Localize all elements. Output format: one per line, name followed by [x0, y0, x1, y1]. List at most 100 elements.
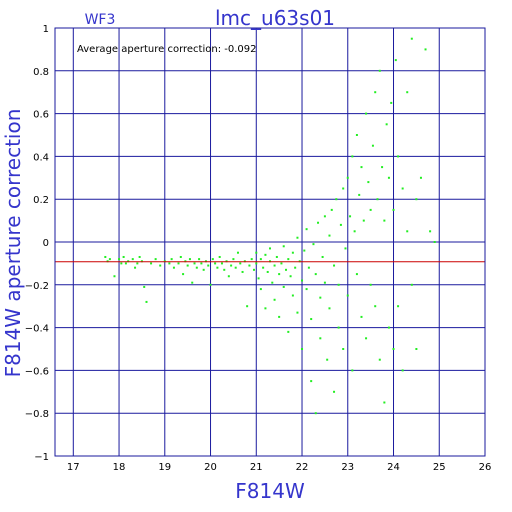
data-point	[319, 337, 322, 340]
data-point	[248, 264, 251, 267]
data-point	[362, 219, 365, 222]
data-point	[179, 255, 182, 258]
data-point	[387, 326, 390, 329]
data-point	[131, 258, 134, 261]
data-point	[218, 255, 221, 258]
data-point	[182, 273, 185, 276]
data-point	[369, 208, 372, 211]
x-tick-label: 21	[250, 462, 263, 473]
x-tick-label: 17	[67, 462, 80, 473]
data-point	[360, 315, 363, 318]
x-axis-label: F814W	[235, 479, 305, 503]
data-point	[234, 266, 237, 269]
data-point	[145, 300, 148, 303]
data-point	[269, 247, 271, 250]
x-tick-labels: 17 18 19 20 21 22 23 24 25 26	[67, 462, 491, 473]
data-point	[150, 262, 153, 265]
data-point	[124, 262, 127, 265]
data-point	[419, 176, 422, 179]
data-point	[239, 262, 242, 265]
data-point	[387, 176, 390, 179]
data-point	[367, 181, 370, 184]
y-tick-label: −0.8	[25, 409, 49, 420]
data-point	[122, 255, 125, 258]
data-point	[143, 285, 146, 288]
data-point	[303, 249, 306, 252]
data-point	[401, 187, 404, 190]
data-point	[301, 348, 304, 350]
data-point	[392, 208, 395, 211]
data-point	[335, 198, 338, 201]
data-point	[236, 251, 239, 254]
data-point	[289, 275, 292, 278]
data-point	[168, 262, 171, 265]
data-point	[291, 294, 294, 297]
data-point	[259, 288, 262, 291]
x-tick-label: 19	[158, 462, 171, 473]
data-point	[291, 251, 294, 254]
data-point	[287, 258, 290, 261]
data-point	[104, 255, 107, 258]
data-point	[397, 305, 400, 308]
data-point	[287, 330, 290, 333]
y-tick-label: 0.2	[33, 195, 49, 206]
data-point	[355, 273, 358, 276]
data-point	[280, 262, 283, 265]
data-point	[209, 283, 212, 286]
data-point	[330, 208, 333, 211]
data-point	[200, 262, 203, 265]
data-point	[136, 262, 139, 265]
data-point	[371, 144, 374, 147]
data-point	[170, 258, 173, 261]
x-tick-label: 22	[296, 462, 309, 473]
data-point	[319, 296, 322, 299]
y-tick-label: 0.4	[33, 152, 49, 163]
data-point	[381, 166, 384, 169]
data-point	[314, 273, 317, 276]
y-tick-labels: −1 −0.8 −0.6 −0.4 −0.2 0 0.2 0.4 0.6 0.8 1	[25, 24, 49, 463]
data-point	[305, 288, 308, 291]
data-point	[273, 264, 276, 267]
data-point	[220, 262, 223, 265]
data-point	[257, 277, 260, 280]
data-point	[282, 285, 285, 288]
data-point	[118, 258, 121, 261]
data-point	[120, 262, 123, 265]
data-point	[202, 268, 205, 271]
data-point	[378, 358, 381, 361]
data-point	[376, 198, 379, 201]
data-point	[177, 262, 180, 265]
data-point	[307, 266, 310, 269]
y-tick-label: 0.8	[33, 67, 49, 78]
data-point	[429, 230, 432, 233]
data-point	[108, 258, 111, 261]
data-point	[285, 268, 288, 271]
data-point	[188, 258, 191, 261]
data-point	[383, 219, 386, 222]
data-point	[415, 348, 418, 350]
data-point	[342, 187, 345, 190]
data-point	[296, 311, 299, 314]
data-point	[374, 91, 377, 94]
data-point	[216, 266, 219, 269]
data-point	[346, 176, 349, 179]
data-point	[134, 266, 137, 269]
data-point	[342, 348, 345, 350]
data-point	[346, 294, 349, 297]
y-tick-label: −1	[34, 452, 49, 463]
data-point	[227, 275, 230, 278]
data-point	[296, 236, 299, 239]
data-point	[214, 262, 217, 265]
data-point	[351, 369, 354, 372]
data-point	[406, 91, 409, 94]
data-point	[198, 258, 201, 261]
data-point	[271, 281, 274, 284]
data-point	[191, 281, 194, 284]
data-point	[317, 221, 320, 224]
data-point	[353, 230, 356, 233]
data-point	[365, 337, 368, 340]
data-point	[138, 255, 141, 258]
data-point	[113, 275, 116, 278]
y-tick-label: 0	[43, 238, 49, 249]
data-point	[385, 123, 388, 126]
